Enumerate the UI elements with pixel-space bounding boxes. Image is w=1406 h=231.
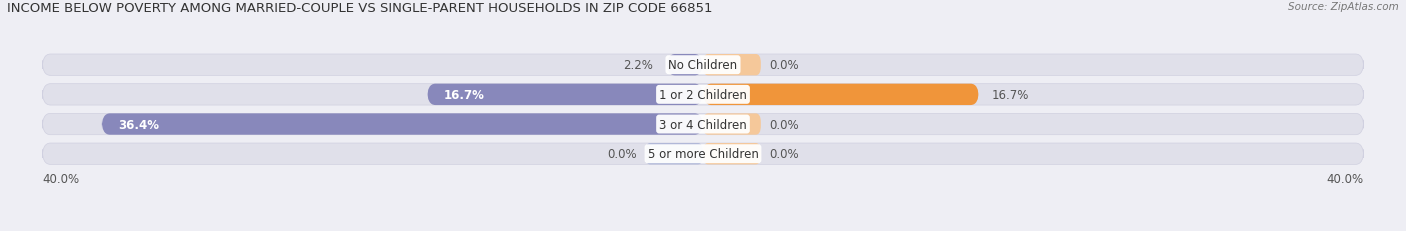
Text: 5 or more Children: 5 or more Children — [648, 148, 758, 161]
FancyBboxPatch shape — [42, 143, 1364, 165]
Text: 0.0%: 0.0% — [769, 59, 799, 72]
Text: 3 or 4 Children: 3 or 4 Children — [659, 118, 747, 131]
Text: 0.0%: 0.0% — [769, 118, 799, 131]
Text: 40.0%: 40.0% — [42, 172, 79, 185]
Text: 0.0%: 0.0% — [769, 148, 799, 161]
FancyBboxPatch shape — [703, 84, 979, 106]
Text: 2.2%: 2.2% — [624, 59, 654, 72]
Text: 40.0%: 40.0% — [1327, 172, 1364, 185]
FancyBboxPatch shape — [42, 55, 1364, 76]
FancyBboxPatch shape — [703, 114, 761, 135]
Text: 0.0%: 0.0% — [607, 148, 637, 161]
Text: INCOME BELOW POVERTY AMONG MARRIED-COUPLE VS SINGLE-PARENT HOUSEHOLDS IN ZIP COD: INCOME BELOW POVERTY AMONG MARRIED-COUPL… — [7, 2, 713, 15]
FancyBboxPatch shape — [427, 84, 703, 106]
Text: 1 or 2 Children: 1 or 2 Children — [659, 88, 747, 101]
Text: 16.7%: 16.7% — [444, 88, 485, 101]
FancyBboxPatch shape — [666, 55, 703, 76]
Text: Source: ZipAtlas.com: Source: ZipAtlas.com — [1288, 2, 1399, 12]
FancyBboxPatch shape — [703, 143, 761, 165]
FancyBboxPatch shape — [101, 114, 703, 135]
FancyBboxPatch shape — [42, 84, 1364, 106]
Text: 16.7%: 16.7% — [993, 88, 1029, 101]
Text: 36.4%: 36.4% — [118, 118, 159, 131]
Text: No Children: No Children — [668, 59, 738, 72]
FancyBboxPatch shape — [703, 55, 761, 76]
FancyBboxPatch shape — [645, 143, 703, 165]
FancyBboxPatch shape — [42, 114, 1364, 135]
